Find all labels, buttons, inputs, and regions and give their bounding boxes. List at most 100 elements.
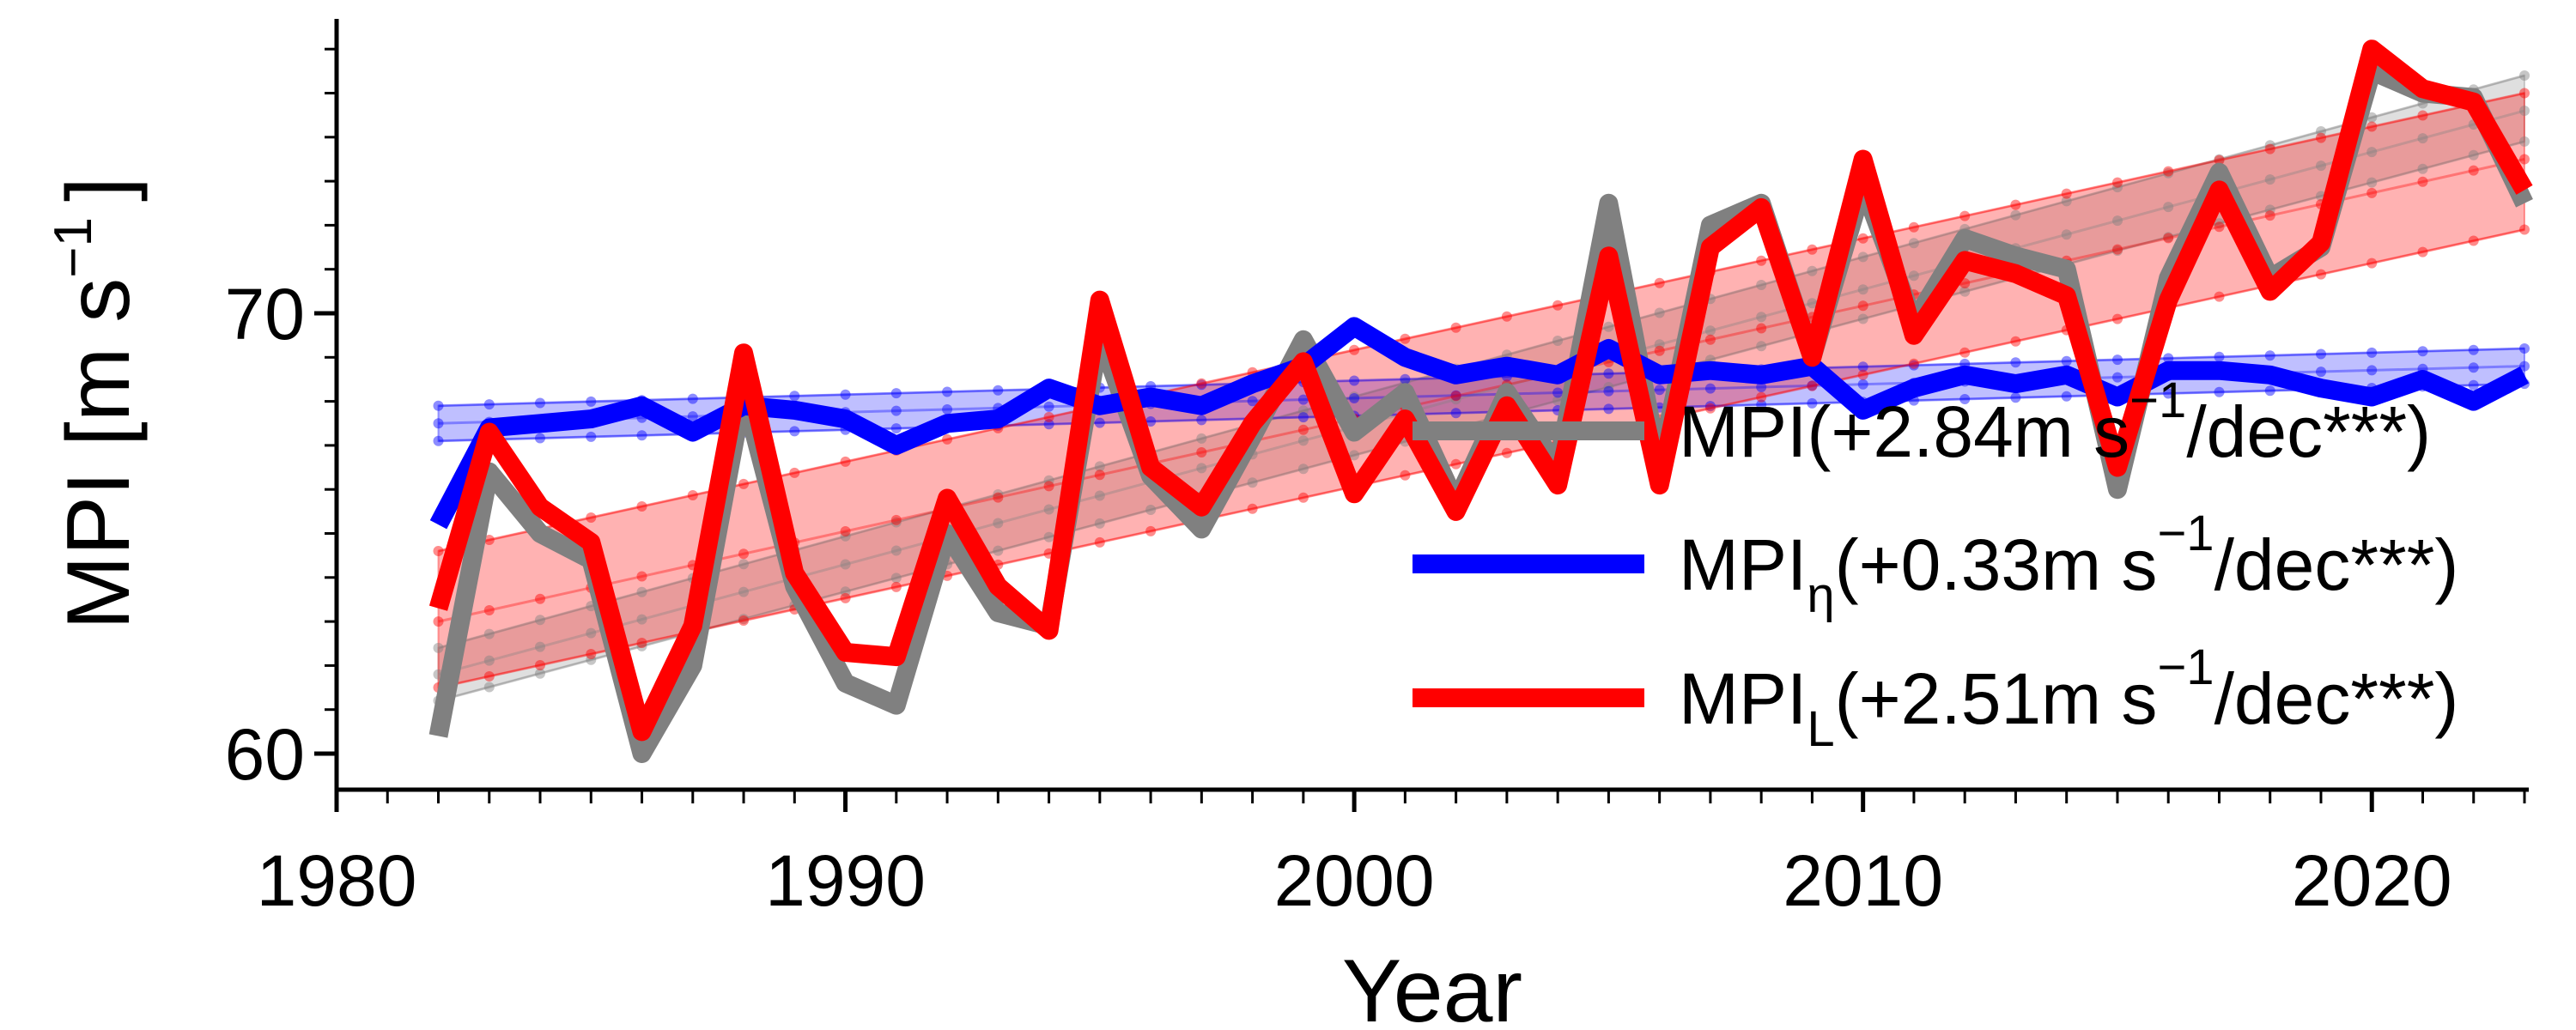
trend-point-upper-mpil xyxy=(2214,154,2225,166)
trend-point-lower-mpi- xyxy=(2061,391,2072,402)
trend-point-upper-mpil xyxy=(2264,143,2275,154)
trend-point-center-mpi xyxy=(1704,325,1716,336)
trend-point-center-mpil xyxy=(993,492,1004,503)
trend-point-lower-mpil xyxy=(1908,358,1919,369)
trend-point-center-mpi- xyxy=(1043,401,1054,412)
trend-point-lower-mpil xyxy=(1857,369,1868,380)
trend-point-lower-mpi- xyxy=(1196,415,1207,426)
trend-point-lower-mpi xyxy=(1756,341,1767,352)
trend-point-lower-mpi- xyxy=(2214,386,2225,397)
legend-text-main: MPI xyxy=(1679,524,1807,605)
trend-point-lower-mpi xyxy=(483,682,495,693)
trend-point-upper-mpi xyxy=(535,615,545,626)
trend-point-upper-mpi xyxy=(738,559,749,570)
x-tick-label: 2010 xyxy=(1783,840,1943,921)
trend-line-upper-mpil xyxy=(438,92,2525,553)
trend-point-center-mpi xyxy=(1807,298,1818,309)
trend-point-lower-mpi xyxy=(2214,218,2225,229)
trend-point-upper-mpil xyxy=(1552,300,1564,311)
trend-point-lower-mpi xyxy=(535,668,545,679)
trend-point-center-mpi- xyxy=(433,418,444,429)
trend-point-center-mpil xyxy=(1704,334,1716,345)
trend-point-upper-mpi- xyxy=(586,396,597,407)
trend-point-center-mpi xyxy=(2112,215,2123,227)
trend-point-lower-mpi- xyxy=(1603,403,1614,415)
trend-point-lower-mpil xyxy=(1247,503,1258,514)
trend-point-center-mpil xyxy=(2112,244,2123,255)
trend-point-upper-mpil xyxy=(789,467,800,478)
trend-point-upper-mpi- xyxy=(1908,360,1919,371)
trend-point-upper-mpi- xyxy=(2519,343,2530,354)
x-tick-label: 1990 xyxy=(765,840,926,921)
trend-point-center-mpi xyxy=(586,627,597,639)
trend-point-upper-mpil xyxy=(433,546,444,556)
trend-point-lower-mpi- xyxy=(1756,399,1767,410)
trend-point-center-mpi xyxy=(2417,133,2428,144)
y-ticks: 60 70 xyxy=(225,47,337,795)
trend-point-upper-mpi xyxy=(1807,265,1818,276)
trend-point-center-mpil xyxy=(2264,210,2275,221)
trend-point-upper-mpil xyxy=(586,512,597,523)
trend-point-center-mpi xyxy=(1654,339,1665,350)
x-tick-label: 1980 xyxy=(257,840,417,921)
trend-point-upper-mpil xyxy=(1043,411,1054,422)
trend-point-upper-mpi- xyxy=(1603,368,1614,379)
trend-point-upper-mpil xyxy=(1400,333,1411,344)
trend-point-center-mpi xyxy=(840,559,851,570)
y-tick-label: 70 xyxy=(225,274,305,354)
trend-point-upper-mpil xyxy=(2010,199,2021,210)
trend-point-lower-mpil xyxy=(1400,470,1411,481)
trend-point-center-mpi xyxy=(636,614,647,625)
trend-point-center-mpi- xyxy=(2112,372,2123,383)
trend-point-lower-mpi xyxy=(1552,395,1564,406)
trend-point-upper-mpil xyxy=(840,456,851,467)
trend-point-lower-mpi xyxy=(1297,464,1309,475)
trend-point-center-mpi xyxy=(890,545,902,556)
trend-point-upper-mpi- xyxy=(1857,361,1868,373)
trend-point-upper-mpi xyxy=(2061,196,2072,207)
trend-point-lower-mpi- xyxy=(890,423,902,434)
trend-point-lower-mpi xyxy=(1145,505,1157,515)
trend-point-upper-mpi- xyxy=(2061,355,2072,367)
trend-point-center-mpi xyxy=(2316,161,2326,172)
trend-point-lower-mpi xyxy=(1857,313,1868,324)
trend-point-center-mpi xyxy=(2519,106,2530,116)
trend-point-upper-mpi- xyxy=(840,389,851,400)
trend-point-center-mpil xyxy=(2366,187,2378,198)
trend-point-upper-mpi- xyxy=(2417,346,2428,357)
trend-point-upper-mpi xyxy=(1196,433,1207,444)
trend-point-center-mpil xyxy=(2519,154,2530,165)
trend-point-upper-mpi xyxy=(1654,307,1665,318)
trend-point-center-mpil xyxy=(2214,221,2225,233)
trend-point-lower-mpi xyxy=(1043,531,1054,542)
trend-point-upper-mpil xyxy=(2366,121,2378,132)
trend-point-upper-mpil xyxy=(636,501,647,512)
trend-point-lower-mpi xyxy=(1959,286,1971,297)
trend-point-upper-mpil xyxy=(2112,177,2123,188)
trend-point-center-mpi- xyxy=(1552,387,1564,398)
trend-point-upper-mpil xyxy=(1349,344,1360,355)
trend-point-upper-mpi- xyxy=(2214,351,2225,362)
trend-point-upper-mpi- xyxy=(433,400,444,411)
trend-point-lower-mpi xyxy=(738,614,749,625)
trend-point-lower-mpil xyxy=(1756,391,1767,403)
trend-point-lower-mpi- xyxy=(2163,388,2174,399)
trend-point-center-mpi xyxy=(483,655,495,666)
trend-point-lower-mpi- xyxy=(1959,394,1971,404)
legend-text-mid: (+0.33m s xyxy=(1835,524,2158,605)
trend-point-lower-mpi- xyxy=(789,426,800,437)
trend-point-center-mpi- xyxy=(2468,362,2479,373)
trend-point-lower-mpil xyxy=(1297,492,1309,503)
trend-point-lower-mpil xyxy=(586,649,597,659)
trend-point-center-mpi xyxy=(1196,463,1207,474)
trend-point-upper-mpil xyxy=(483,535,495,545)
trend-point-lower-mpil xyxy=(2519,224,2530,235)
trend-point-upper-mpil xyxy=(1450,322,1461,333)
trend-point-upper-mpi- xyxy=(2468,344,2479,355)
trend-point-center-mpil xyxy=(2468,165,2479,176)
trend-point-lower-mpi- xyxy=(2468,379,2479,391)
trend-point-center-mpil xyxy=(483,605,495,615)
trend-point-center-mpil xyxy=(636,571,647,582)
trend-point-center-mpi xyxy=(1297,435,1309,446)
trend-point-upper-mpi xyxy=(1043,475,1054,486)
